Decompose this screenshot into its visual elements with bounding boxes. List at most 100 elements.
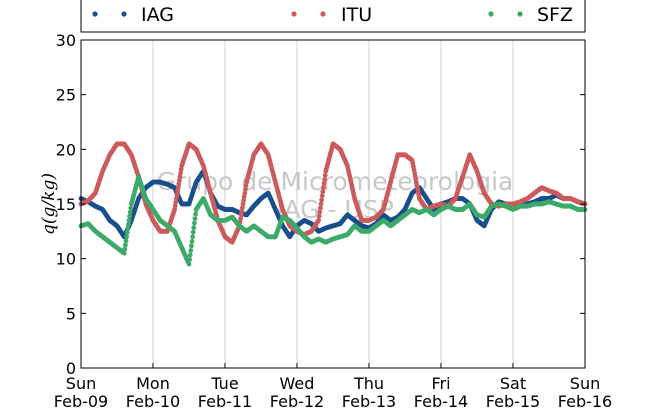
legend-marker bbox=[488, 11, 494, 17]
data-point bbox=[172, 207, 178, 212]
data-point bbox=[188, 248, 194, 253]
x-tick-date: Feb-09 bbox=[54, 392, 108, 409]
y-axis: 0 5 10 15 20 25 30 bbox=[56, 31, 585, 378]
data-point bbox=[190, 229, 196, 235]
data-point bbox=[238, 216, 244, 222]
data-point bbox=[316, 213, 322, 219]
x-tick-day: Wed bbox=[280, 374, 315, 393]
data-point bbox=[192, 216, 198, 222]
x-tick-date: Feb-13 bbox=[342, 392, 396, 409]
x-tick-day: Fri bbox=[431, 374, 450, 393]
data-point bbox=[243, 183, 249, 189]
y-tick-label: 20 bbox=[56, 140, 76, 159]
data-point bbox=[322, 172, 328, 178]
data-point bbox=[316, 218, 321, 223]
data-point bbox=[172, 203, 178, 209]
data-point bbox=[238, 212, 244, 218]
data-point bbox=[127, 209, 133, 215]
data-point bbox=[186, 261, 192, 267]
x-tick-day: Mon bbox=[136, 374, 170, 393]
data-point bbox=[187, 257, 193, 262]
data-point bbox=[124, 230, 130, 236]
legend-label: IAG bbox=[141, 4, 174, 26]
data-point bbox=[322, 177, 327, 182]
data-point bbox=[173, 199, 179, 205]
data-point bbox=[318, 201, 324, 207]
data-point bbox=[192, 220, 197, 226]
data-point bbox=[178, 170, 184, 176]
data-point bbox=[193, 211, 199, 217]
data-point bbox=[241, 198, 247, 203]
data-point bbox=[125, 226, 131, 232]
data-point bbox=[176, 181, 182, 187]
data-point bbox=[124, 234, 129, 240]
y-tick-label: 10 bbox=[56, 250, 76, 269]
data-point bbox=[243, 187, 248, 192]
legend-label: SFZ bbox=[537, 4, 573, 26]
data-point bbox=[125, 222, 131, 227]
x-tick-date: Feb-10 bbox=[126, 392, 180, 409]
data-point bbox=[187, 252, 193, 258]
x-tick-day: Thu bbox=[353, 374, 384, 393]
legend: IAG ITU SFZ bbox=[80, 0, 586, 33]
y-tick-label: 25 bbox=[56, 86, 76, 105]
data-point bbox=[175, 185, 181, 191]
x-tick-day: Sat bbox=[500, 374, 526, 393]
y-tick-label: 0 bbox=[66, 359, 76, 378]
legend-box bbox=[80, 0, 586, 33]
data-point bbox=[127, 213, 132, 219]
y-tick-label: 30 bbox=[56, 31, 76, 50]
data-point bbox=[242, 190, 248, 196]
data-point bbox=[320, 189, 326, 195]
y-tick-label: 5 bbox=[66, 304, 76, 323]
data-point bbox=[321, 181, 327, 186]
x-tick-day: Sun bbox=[570, 374, 600, 393]
data-point bbox=[175, 188, 181, 194]
x-tick-date: Feb-15 bbox=[486, 392, 540, 409]
legend-marker bbox=[517, 11, 523, 17]
x-tick-day: Sun bbox=[66, 374, 96, 393]
legend-item-itu: ITU bbox=[291, 4, 372, 26]
x-tick-date: Feb-12 bbox=[270, 392, 324, 409]
data-point bbox=[241, 194, 247, 200]
data-point bbox=[189, 243, 194, 249]
x-tick-date: Feb-14 bbox=[414, 392, 468, 409]
data-point bbox=[126, 218, 132, 223]
data-point bbox=[240, 205, 245, 211]
y-axis-label: q(g/kg) bbox=[39, 173, 59, 235]
data-point bbox=[317, 209, 323, 215]
legend-marker bbox=[320, 11, 326, 17]
legend-item-iag: IAG bbox=[92, 4, 174, 26]
data-point bbox=[240, 201, 246, 207]
y-tick-label: 15 bbox=[56, 195, 76, 214]
data-point bbox=[190, 234, 196, 240]
data-point bbox=[128, 205, 134, 211]
data-point bbox=[123, 242, 128, 248]
legend-marker bbox=[92, 11, 98, 17]
series-layer bbox=[78, 141, 588, 267]
legend-item-sfz: SFZ bbox=[488, 4, 573, 26]
data-point bbox=[177, 174, 183, 180]
data-point bbox=[191, 225, 197, 231]
data-point bbox=[319, 193, 325, 199]
data-point bbox=[177, 177, 182, 183]
legend-marker bbox=[121, 11, 127, 17]
series-sfz bbox=[78, 174, 588, 267]
data-point bbox=[178, 167, 184, 172]
data-point bbox=[239, 208, 245, 214]
data-point bbox=[189, 239, 195, 244]
data-point bbox=[123, 238, 129, 244]
legend-label: ITU bbox=[341, 4, 372, 26]
data-point bbox=[174, 192, 180, 198]
data-point bbox=[174, 196, 179, 201]
data-point bbox=[122, 246, 128, 252]
data-point bbox=[319, 197, 324, 203]
data-point bbox=[321, 185, 326, 191]
data-point bbox=[318, 205, 323, 211]
x-tick-day: Tue bbox=[210, 374, 238, 393]
x-tick-date: Feb-16 bbox=[558, 392, 612, 409]
legend-marker bbox=[291, 11, 297, 17]
x-axis: SunFeb-09MonFeb-10TueFeb-11WedFeb-12ThuF… bbox=[54, 363, 612, 409]
